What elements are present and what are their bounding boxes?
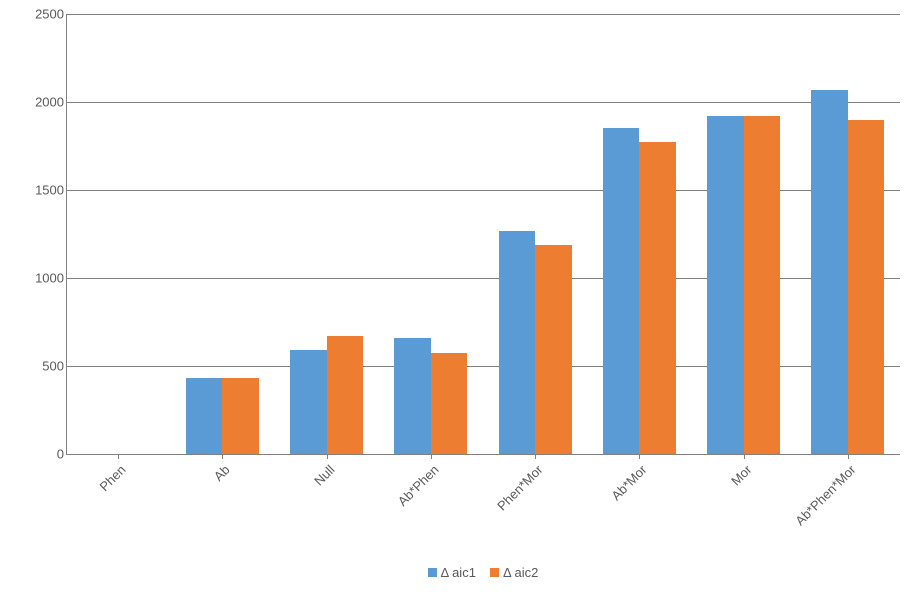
y-tick-label: 500 — [0, 359, 70, 374]
x-tick-label: Ab*Mor — [609, 462, 650, 503]
bar — [394, 338, 430, 454]
legend-item: Δ aic2 — [490, 565, 538, 580]
x-tick-label: Ab*Phen*Mor — [792, 462, 858, 528]
gridline — [66, 102, 900, 103]
plot-area — [66, 14, 900, 454]
y-tick-label: 0 — [0, 447, 70, 462]
bar — [290, 350, 326, 454]
y-tick-label: 2500 — [0, 7, 70, 22]
bar — [707, 116, 743, 454]
x-tick-label: Ab*Phen — [395, 462, 442, 509]
x-tick — [431, 454, 432, 459]
x-tick — [848, 454, 849, 459]
x-tick-label: Ab — [211, 462, 233, 484]
bar — [186, 378, 222, 454]
x-tick — [744, 454, 745, 459]
delta-aic-bar-chart: 0 500 1000 1500 2000 2500 Phen Ab Null Ab*Phen Phe… — [0, 0, 916, 600]
x-tick-label: Phen — [97, 462, 129, 494]
x-tick-label: Phen*Mor — [494, 462, 545, 513]
bar — [848, 120, 884, 454]
bar — [431, 353, 467, 454]
legend-swatch — [428, 568, 437, 577]
bar — [603, 128, 639, 454]
y-tick-label: 1500 — [0, 183, 70, 198]
legend-label: Δ aic2 — [503, 565, 538, 580]
legend-item: Δ aic1 — [428, 565, 476, 580]
bar — [327, 336, 363, 454]
legend-swatch — [490, 568, 499, 577]
legend-label: Δ aic1 — [441, 565, 476, 580]
bar — [222, 378, 258, 454]
x-axis-line — [66, 454, 900, 455]
y-axis-line — [66, 14, 67, 454]
x-tick — [118, 454, 119, 459]
x-tick — [639, 454, 640, 459]
gridline — [66, 14, 900, 15]
x-tick — [327, 454, 328, 459]
x-tick — [535, 454, 536, 459]
y-tick-label: 2000 — [0, 95, 70, 110]
bar — [744, 116, 780, 454]
bar — [499, 231, 535, 454]
y-tick-label: 1000 — [0, 271, 70, 286]
x-tick — [222, 454, 223, 459]
bar — [811, 90, 847, 454]
bar — [639, 142, 675, 454]
x-tick-label: Null — [311, 462, 337, 488]
x-tick-label: Mor — [728, 462, 754, 488]
legend: Δ aic1 Δ aic2 — [428, 565, 539, 580]
bar — [535, 245, 571, 454]
